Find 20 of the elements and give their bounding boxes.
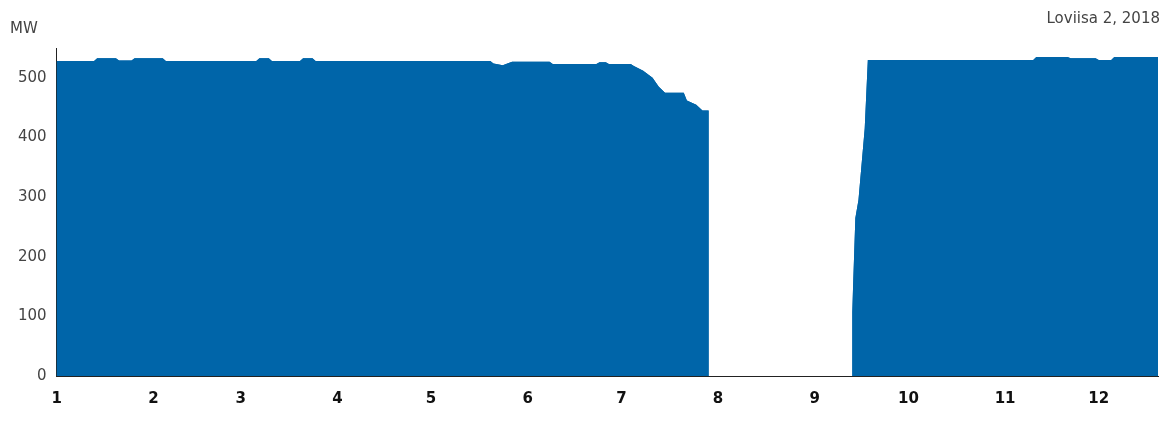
x-tick-label: 9 bbox=[809, 388, 821, 407]
y-tick-label: 300 bbox=[17, 186, 47, 205]
x-tick-label: 2 bbox=[148, 388, 159, 407]
x-tick-label: 6 bbox=[522, 388, 533, 407]
x-tick-label: 12 bbox=[1088, 388, 1110, 407]
x-tick-label: 7 bbox=[616, 388, 627, 407]
y-tick-label: 0 bbox=[37, 365, 47, 384]
x-tick-label: 3 bbox=[235, 388, 246, 407]
y-tick-label: 500 bbox=[17, 67, 47, 86]
x-tick-label: 8 bbox=[712, 388, 724, 407]
chart-title: Loviisa 2, 2018 bbox=[1046, 9, 1160, 28]
x-tick-label: 10 bbox=[897, 388, 919, 407]
y-tick-label: 200 bbox=[17, 246, 47, 265]
x-tick-label: 4 bbox=[332, 388, 343, 407]
y-axis-title: MW bbox=[10, 19, 38, 38]
y-tick-label: 400 bbox=[17, 127, 47, 146]
x-tick-label: 11 bbox=[994, 388, 1016, 407]
x-tick-label: 5 bbox=[425, 388, 437, 407]
y-tick-label: 100 bbox=[17, 306, 47, 325]
x-tick-label: 1 bbox=[51, 388, 62, 407]
